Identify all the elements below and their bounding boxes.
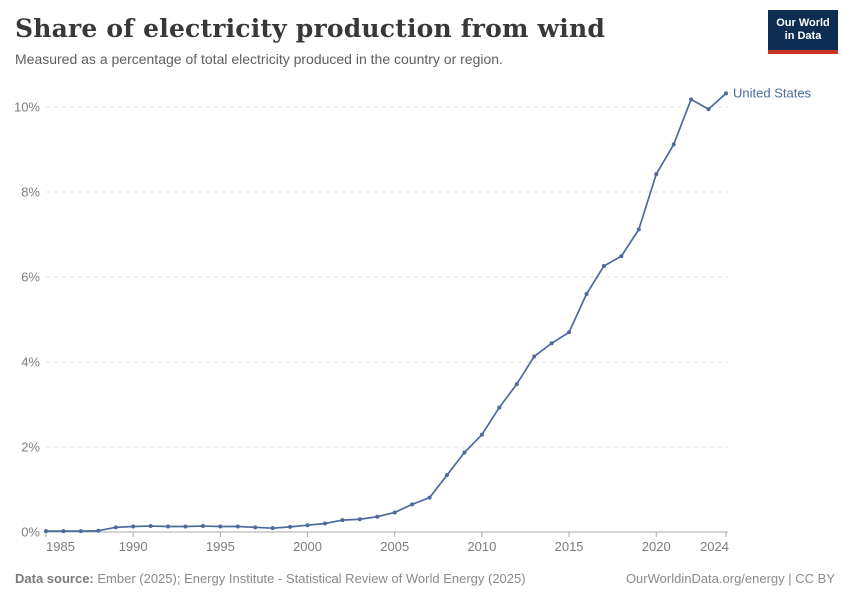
data-point[interactable] xyxy=(305,523,310,528)
data-point[interactable] xyxy=(427,495,432,500)
data-point[interactable] xyxy=(78,529,83,534)
data-point[interactable] xyxy=(514,382,519,387)
chart-subtitle: Measured as a percentage of total electr… xyxy=(15,51,503,67)
data-point[interactable] xyxy=(532,354,537,359)
data-point[interactable] xyxy=(479,432,484,437)
data-point[interactable] xyxy=(724,91,728,96)
x-axis-label: 2020 xyxy=(642,539,671,554)
x-axis-label: 2000 xyxy=(293,539,322,554)
owid-logo[interactable]: Our World in Data xyxy=(768,10,838,54)
data-point[interactable] xyxy=(392,510,397,515)
data-point[interactable] xyxy=(549,341,554,346)
chart-footer: Data source: Ember (2025); Energy Instit… xyxy=(15,571,835,586)
data-point[interactable] xyxy=(654,172,659,177)
data-point[interactable] xyxy=(689,97,694,102)
data-point[interactable] xyxy=(322,521,327,526)
data-point[interactable] xyxy=(288,524,293,529)
data-point[interactable] xyxy=(96,528,101,533)
data-point[interactable] xyxy=(567,330,572,335)
data-point[interactable] xyxy=(584,292,589,296)
x-axis-label: 2005 xyxy=(380,539,409,554)
data-point[interactable] xyxy=(671,142,676,147)
data-point[interactable] xyxy=(131,524,136,529)
data-point[interactable] xyxy=(340,518,345,523)
x-axis-label: 1995 xyxy=(206,539,235,554)
series-line-united-states[interactable] xyxy=(45,92,727,533)
data-point[interactable] xyxy=(113,525,118,530)
chart-header: Share of electricity production from win… xyxy=(15,14,735,67)
series-label[interactable]: United States xyxy=(733,85,812,100)
y-axis-label: 10% xyxy=(14,100,40,115)
data-point[interactable] xyxy=(445,473,450,478)
data-point[interactable] xyxy=(44,529,48,534)
data-source-text: Data source: Ember (2025); Energy Instit… xyxy=(15,571,526,586)
y-axis-label: 8% xyxy=(21,185,40,200)
data-point[interactable] xyxy=(410,502,415,507)
data-point[interactable] xyxy=(218,524,223,529)
data-point[interactable] xyxy=(200,524,205,529)
data-source-value: Ember (2025); Energy Institute - Statist… xyxy=(93,571,526,586)
data-point[interactable] xyxy=(357,517,362,522)
data-point[interactable] xyxy=(375,514,380,519)
data-point[interactable] xyxy=(636,227,641,232)
data-point[interactable] xyxy=(235,524,240,529)
y-axis-label: 6% xyxy=(21,270,40,285)
data-source-label: Data source: xyxy=(15,571,94,586)
x-axis-label: 2024 xyxy=(700,539,729,554)
data-point[interactable] xyxy=(619,254,624,259)
x-axis-label: 1990 xyxy=(119,539,148,554)
y-axis-label: 4% xyxy=(21,355,40,370)
data-point[interactable] xyxy=(706,107,711,112)
data-point[interactable] xyxy=(601,263,606,268)
x-axis-label: 2010 xyxy=(467,539,496,554)
owid-logo-line2: in Data xyxy=(784,30,822,42)
data-point[interactable] xyxy=(148,524,153,529)
data-point[interactable] xyxy=(270,526,275,531)
data-point[interactable] xyxy=(253,525,258,530)
data-point[interactable] xyxy=(183,524,188,529)
page-title: Share of electricity production from win… xyxy=(15,14,606,43)
data-point[interactable] xyxy=(166,524,171,529)
y-axis-label: 0% xyxy=(21,525,40,540)
owid-link[interactable]: OurWorldinData.org/energy | CC BY xyxy=(625,571,835,586)
data-point[interactable] xyxy=(497,405,502,410)
x-axis-label: 1985 xyxy=(46,539,75,554)
owid-logo-line1: Our World xyxy=(776,17,830,29)
data-point[interactable] xyxy=(61,529,66,534)
data-point[interactable] xyxy=(462,450,467,455)
y-axis-label: 2% xyxy=(21,440,40,455)
x-axis-label: 2015 xyxy=(555,539,584,554)
